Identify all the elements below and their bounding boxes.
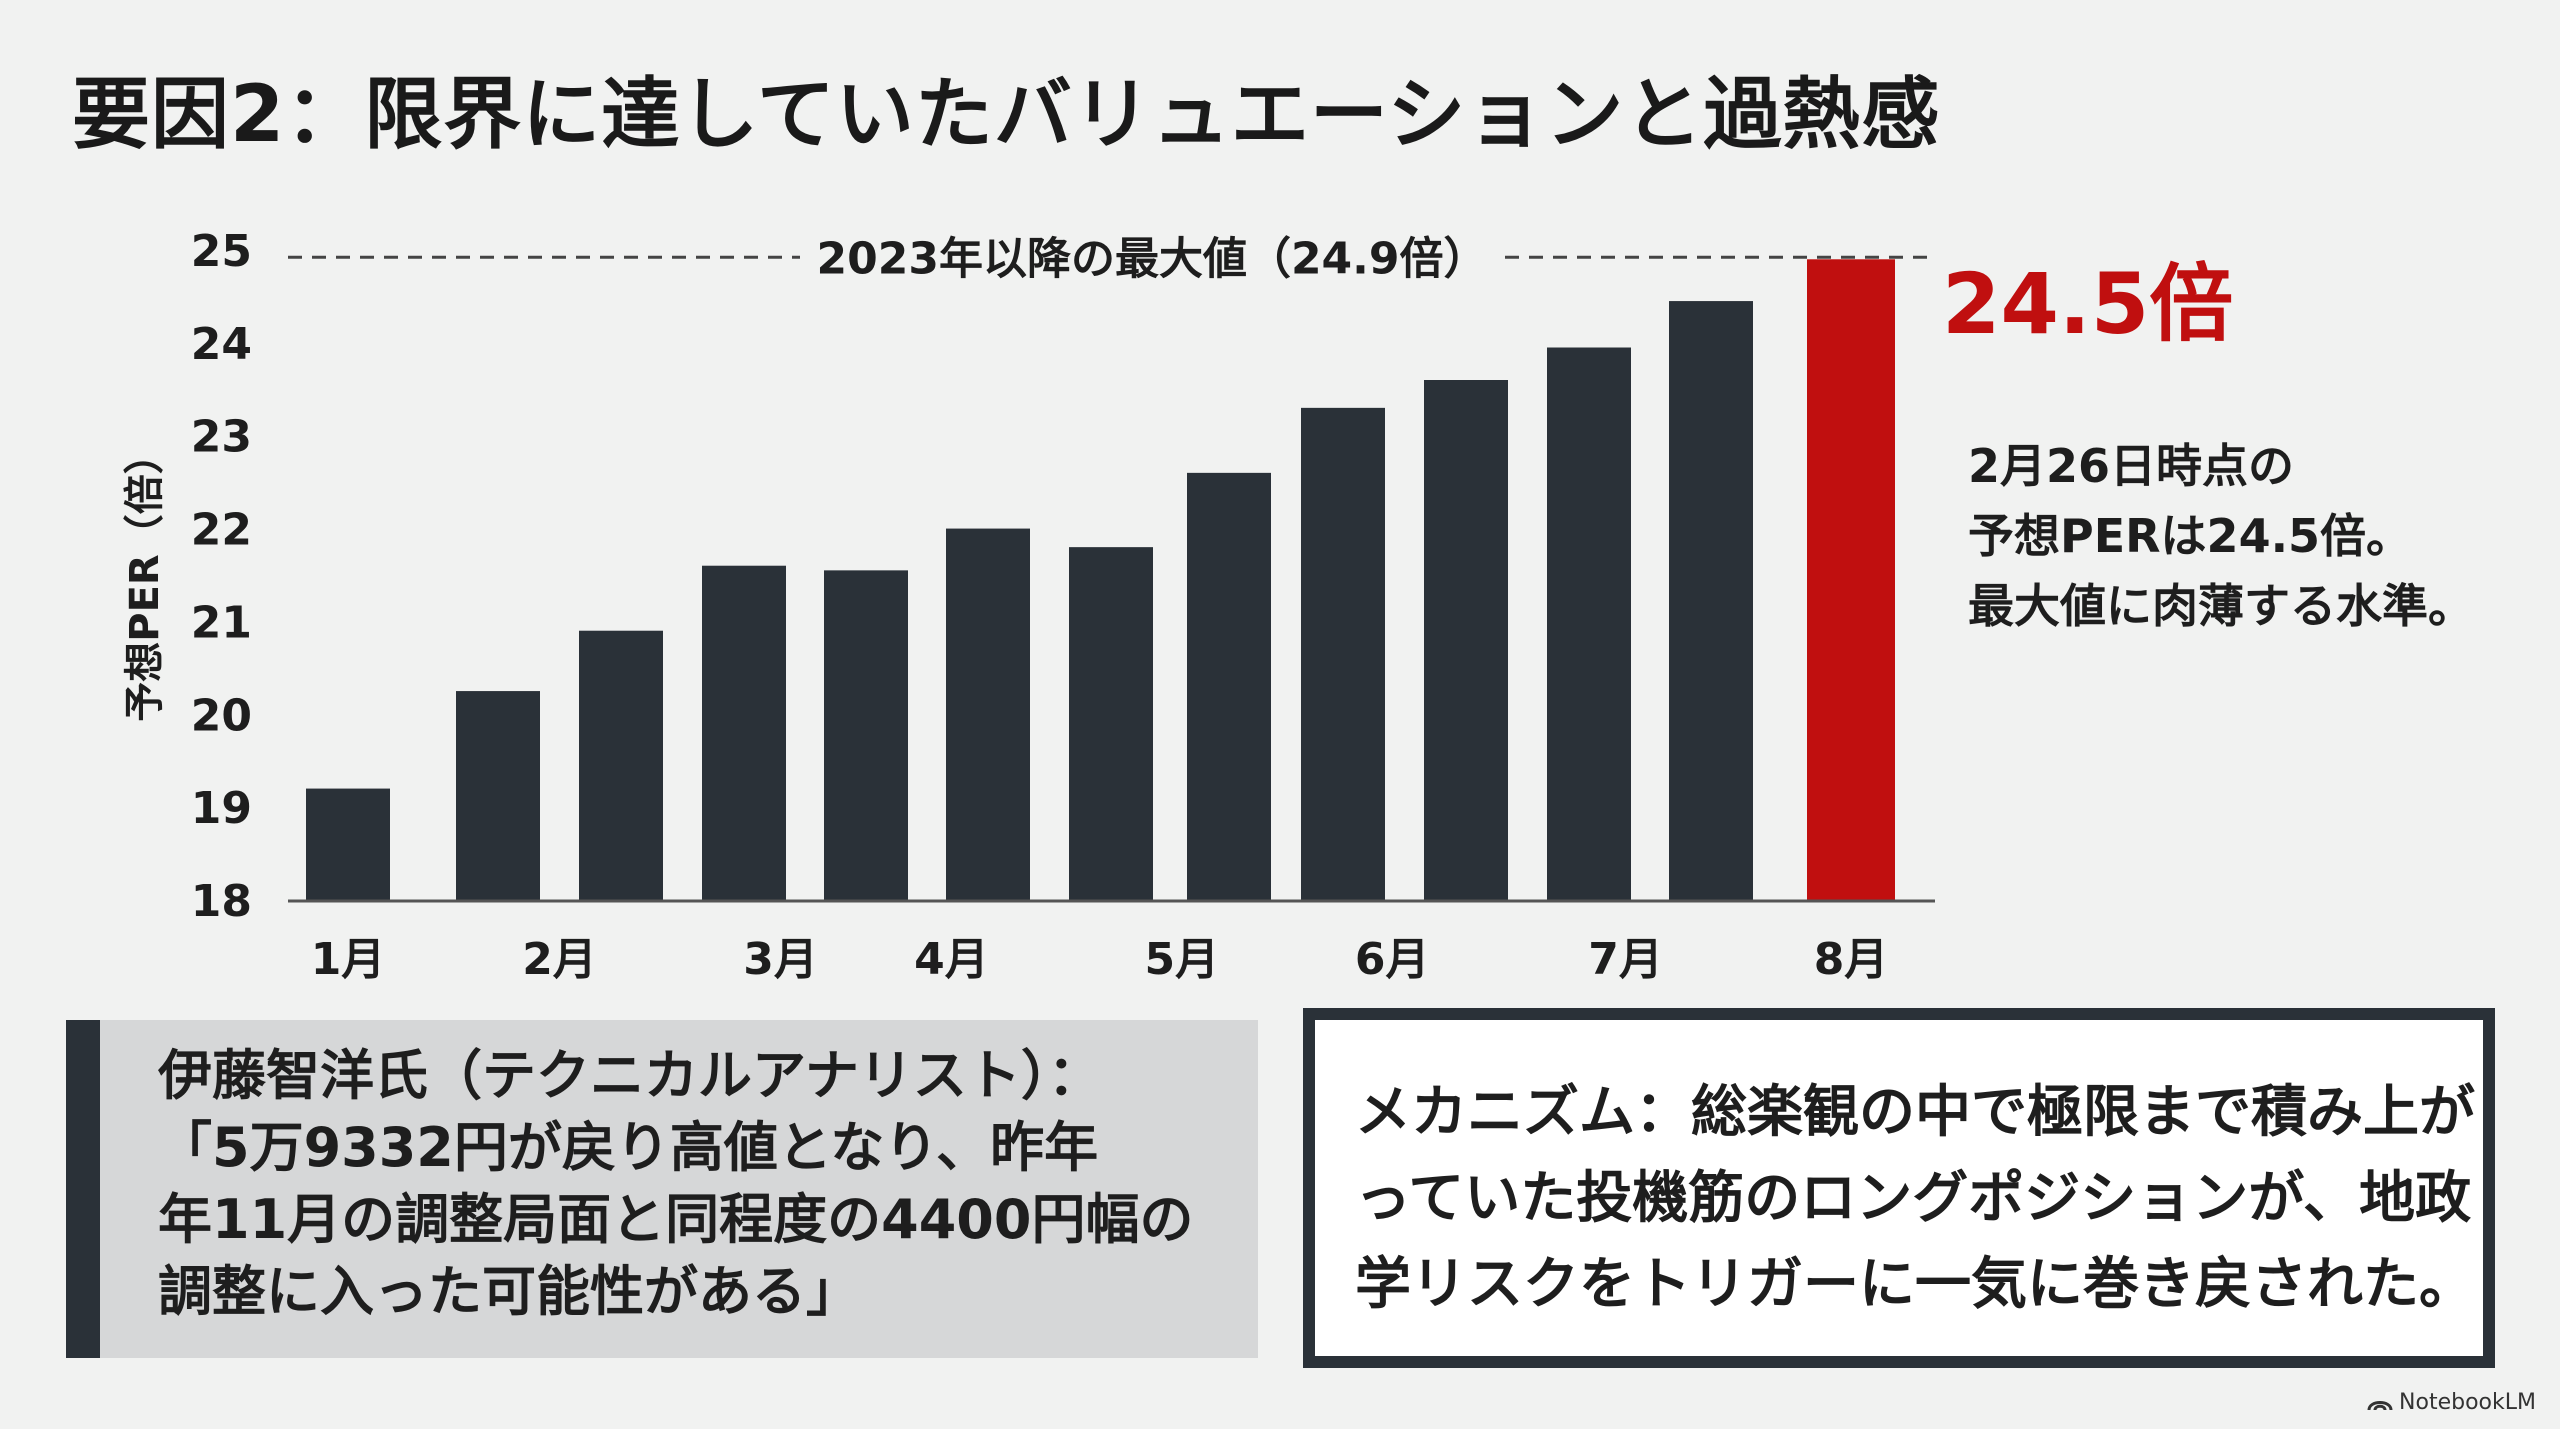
bar <box>1424 380 1508 900</box>
annotation-line: 2月26日時点の <box>1968 439 2294 493</box>
x-tick-label: 1月 <box>311 934 386 985</box>
y-tick-label: 23 <box>191 412 252 463</box>
quote-line-4: 調整に入った可能性がある」 <box>158 1260 860 1323</box>
mechanism-line-1: メカニズム：総楽観の中で極限まで積み上が <box>1355 1080 2475 1145</box>
y-tick-label: 19 <box>191 783 252 834</box>
y-tick-label: 24 <box>191 319 252 370</box>
reference-line-label: 2023年以降の最大値（24.9倍） <box>816 233 1487 284</box>
bar <box>946 528 1030 900</box>
mechanism-box: メカニズム：総楽観の中で極限まで積み上が っていた投機筋のロングポジションが、地… <box>1303 1008 2495 1368</box>
y-tick-label: 22 <box>191 505 252 556</box>
brand-name: NotebookLM <box>2399 1390 2536 1415</box>
bar <box>824 570 908 900</box>
mechanism-line-2: っていた投機筋のロングポジションが、地政 <box>1355 1166 2472 1231</box>
x-tick-label: 6月 <box>1355 934 1430 985</box>
quote-line-1: 伊藤智洋氏（テクニカルアナリスト）： <box>158 1044 1102 1107</box>
x-tick-label: 3月 <box>743 934 818 985</box>
highlight-bar <box>1807 259 1895 900</box>
x-tick-label: 2月 <box>522 934 597 985</box>
x-tick-label: 5月 <box>1144 934 1219 985</box>
annotation-line: 最大値に肉薄する水準。 <box>1968 579 2474 633</box>
per-bar-chart: 18 19 20 21 22 23 24 25 予想PER（倍） 2023年以降の最大値（24.9… <box>122 226 2474 985</box>
bar <box>1301 407 1385 900</box>
annotation-line: 予想PERは24.5倍。 <box>1968 509 2412 563</box>
y-axis-label: 予想PER（倍） <box>122 434 168 721</box>
bar <box>1669 301 1753 901</box>
bar <box>1547 347 1631 900</box>
x-tick-label: 8月 <box>1814 934 1889 985</box>
bar <box>1069 547 1153 900</box>
bar <box>702 565 786 900</box>
y-tick-label: 18 <box>191 876 252 927</box>
x-tick-label: 4月 <box>914 934 989 985</box>
y-tick-label: 20 <box>191 690 252 741</box>
page-title: 要因2：限界に達していたバリュエーションと過熱感 <box>72 70 1941 160</box>
x-tick-label: 7月 <box>1588 934 1663 985</box>
analyst-quote-box: 伊藤智洋氏（テクニカルアナリスト）： 「5万9332円が戻り高値となり、昨年 年… <box>66 1020 1258 1358</box>
brand-mark: NotebookLM <box>2367 1390 2536 1415</box>
quote-line-3: 年11月の調整局面と同程度の4400円幅の <box>158 1188 1194 1251</box>
notebooklm-icon <box>2367 1400 2393 1410</box>
quote-line-2: 「5万9332円が戻り高値となり、昨年 <box>158 1116 1099 1179</box>
bar <box>579 630 663 900</box>
callout-value: 24.5倍 <box>1942 255 2233 353</box>
y-tick-label: 21 <box>191 597 252 648</box>
bar <box>1187 472 1271 900</box>
bar <box>306 788 390 900</box>
mechanism-line-3: 学リスクをトリガーに一気に巻き戻された。 <box>1355 1252 2475 1317</box>
y-tick-label: 25 <box>191 226 252 277</box>
bar <box>456 691 540 900</box>
